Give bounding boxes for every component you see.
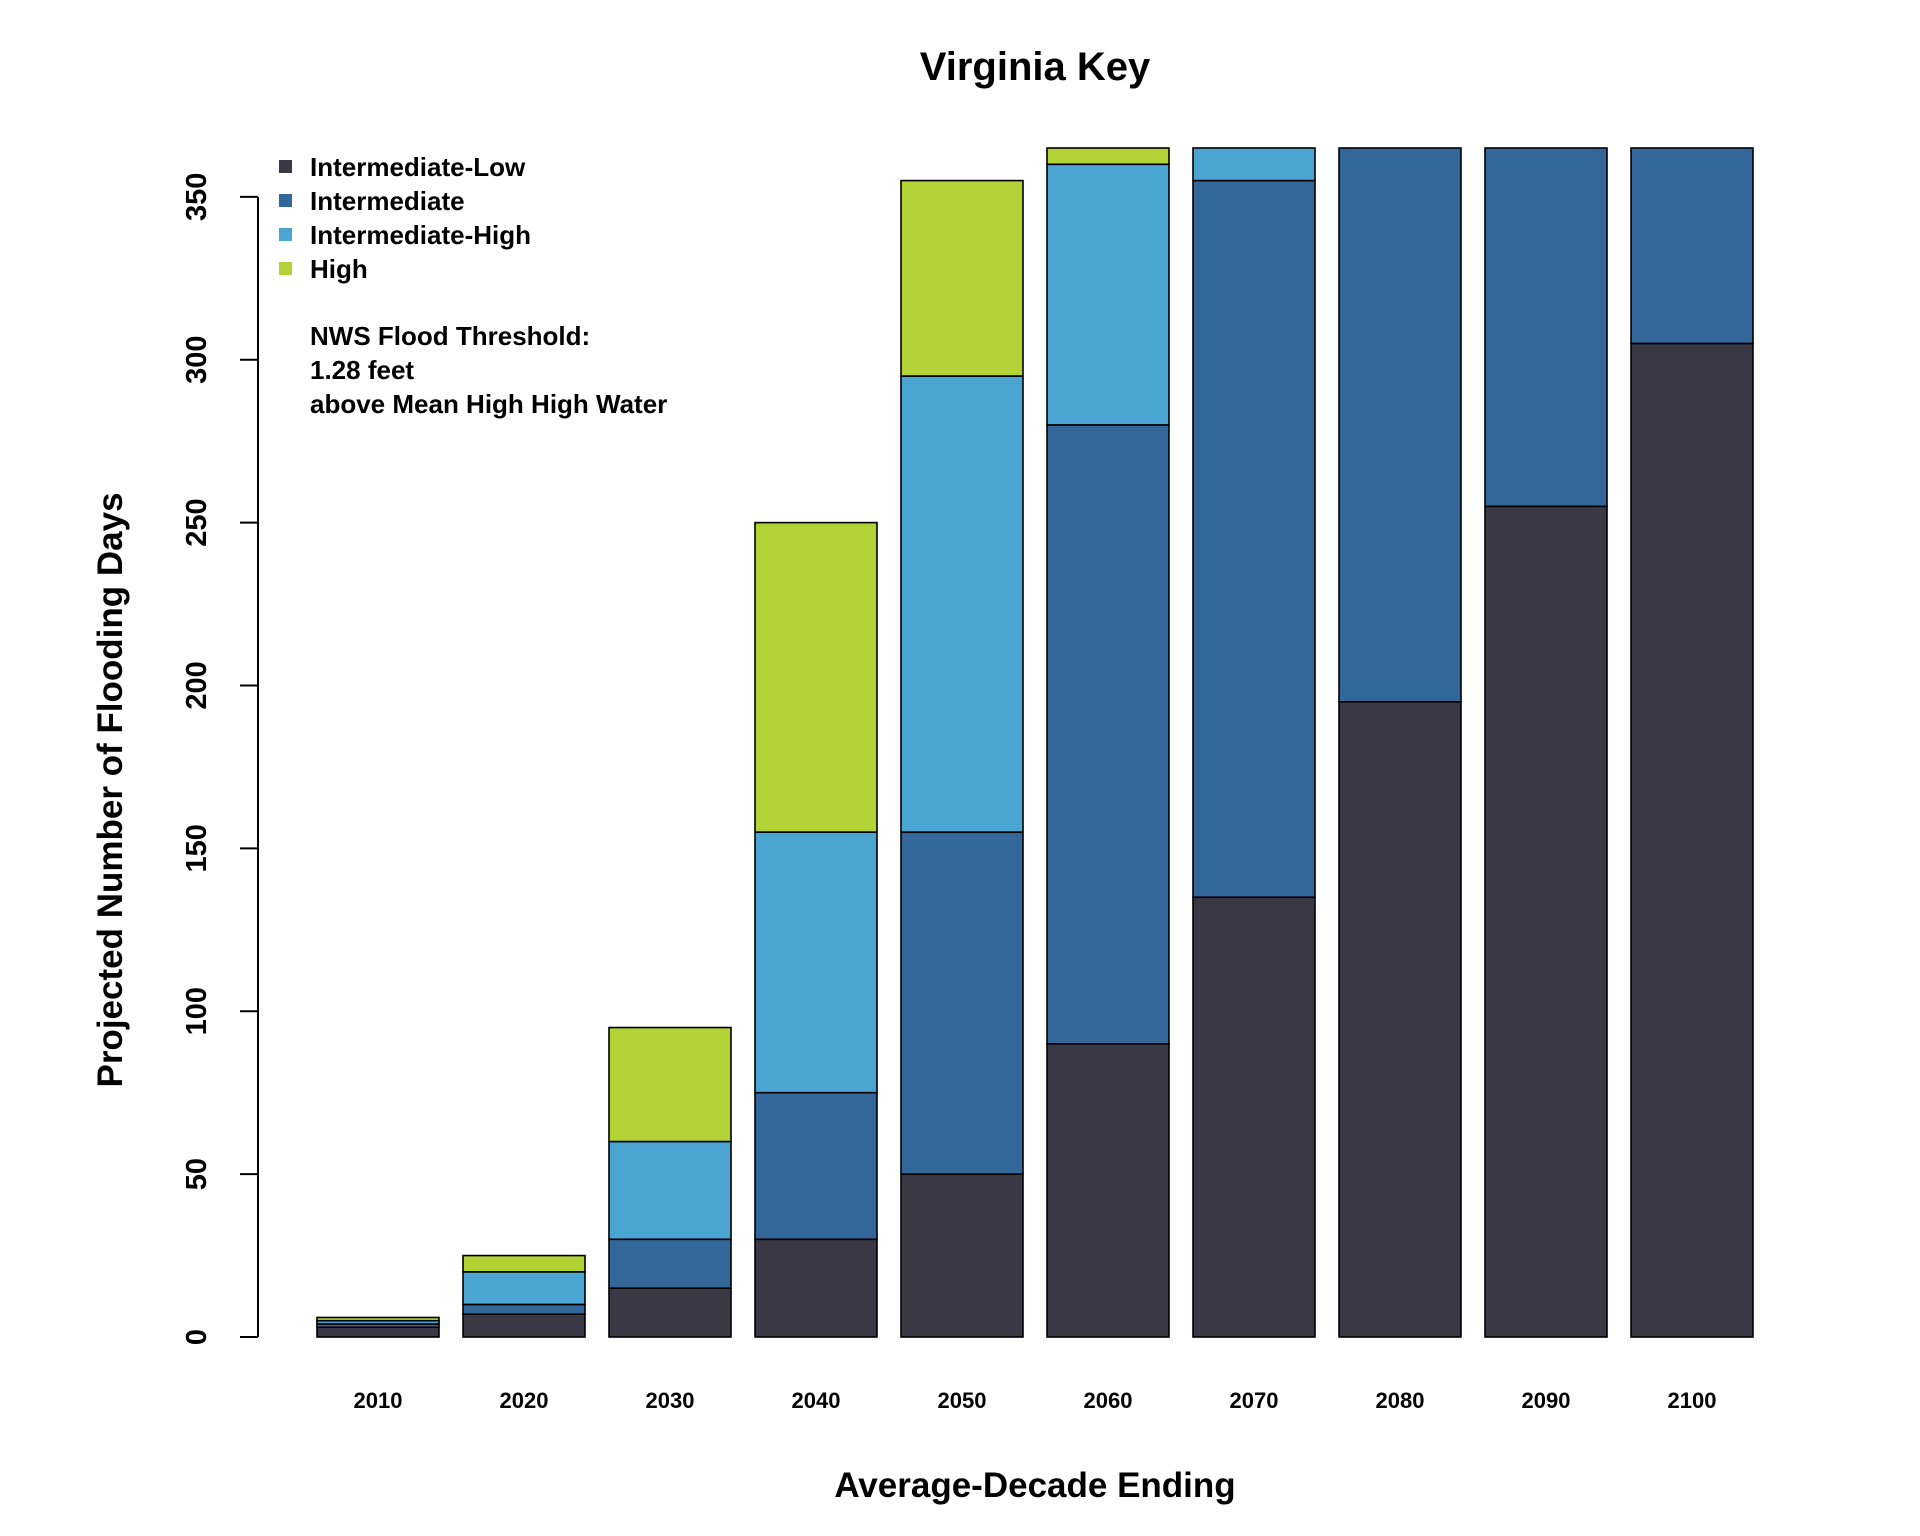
threshold-note-line: 1.28 feet	[310, 355, 414, 385]
x-tick-labels: 2010 2020 2030 2040 2050 2060 2070 2080 2090 2100	[354, 1388, 1717, 1413]
bar-segment-high-2050	[900, 179, 1024, 377]
x-tick-label: 2030	[646, 1388, 695, 1413]
bar-segment-intermediate-2100	[1630, 147, 1754, 345]
y-tick-label: 250	[181, 498, 213, 546]
bar-segment-intermediate-high-2060	[1046, 163, 1170, 426]
legend-swatch	[279, 262, 292, 275]
y-tick-label: 300	[181, 336, 213, 384]
bar-segment-intermediate-low-2070	[1192, 896, 1316, 1338]
y-tick-label: 50	[181, 1158, 213, 1190]
bar-segment-intermediate-2050	[900, 831, 1024, 1175]
bar-segment-intermediate-low-2060	[1046, 1043, 1170, 1338]
bar-segment-intermediate-high-2020	[462, 1271, 586, 1306]
bar-segment-intermediate-2070	[1192, 179, 1316, 899]
y-tick-label: 0	[181, 1329, 213, 1345]
bar-segment-high-2030	[608, 1026, 732, 1143]
x-tick-label: 2100	[1668, 1388, 1717, 1413]
legend-label: Intermediate-High	[310, 220, 531, 250]
bar-segment-intermediate-2030	[608, 1238, 732, 1289]
bar-segment-intermediate-high-2030	[608, 1140, 732, 1241]
y-axis: 0 50 100 150 200 250 300 350	[181, 173, 259, 1345]
chart-title: Virginia Key	[920, 45, 1151, 89]
bar-segment-intermediate-low-2090	[1484, 505, 1608, 1338]
legend-swatch	[279, 228, 292, 241]
x-tick-label: 2080	[1376, 1388, 1425, 1413]
bar-segment-high-2010	[316, 1316, 440, 1322]
x-tick-label: 2050	[938, 1388, 987, 1413]
bar-segment-intermediate-high-2070	[1192, 147, 1316, 182]
threshold-note: NWS Flood Threshold: 1.28 feet above Mean …	[310, 321, 667, 419]
legend-swatch	[279, 194, 292, 207]
bar-segment-intermediate-high-2050	[900, 375, 1024, 833]
x-tick-label: 2020	[500, 1388, 549, 1413]
y-axis-title: Projected Number of Flooding Days	[91, 492, 130, 1087]
bar-segment-intermediate-2060	[1046, 424, 1170, 1045]
legend-label: High	[310, 254, 368, 284]
bar-segment-high-2020	[462, 1254, 586, 1273]
x-tick-label: 2070	[1230, 1388, 1279, 1413]
bar-segment-high-2040	[754, 521, 878, 833]
bar-segment-intermediate-low-2040	[754, 1238, 878, 1338]
x-tick-label: 2040	[792, 1388, 841, 1413]
bar-segment-intermediate-low-2100	[1630, 342, 1754, 1338]
bar-segment-intermediate-2090	[1484, 147, 1608, 508]
bar-segment-intermediate-low-2020	[462, 1313, 586, 1338]
legend: Intermediate-Low Intermediate Intermediate…	[279, 152, 531, 284]
y-tick-label: 100	[181, 987, 213, 1035]
x-tick-label: 2090	[1522, 1388, 1571, 1413]
legend-label: Intermediate-Low	[310, 152, 526, 182]
bar-segment-intermediate-low-2080	[1338, 700, 1462, 1338]
bar-segment-intermediate-high-2040	[754, 831, 878, 1094]
bars	[316, 147, 1754, 1338]
x-tick-label: 2060	[1084, 1388, 1133, 1413]
x-axis-title: Average-Decade Ending	[834, 1466, 1235, 1505]
bar-segment-intermediate-low-2050	[900, 1173, 1024, 1338]
bar-segment-intermediate-low-2010	[316, 1326, 440, 1338]
threshold-note-line: NWS Flood Threshold:	[310, 321, 590, 351]
y-tick-label: 200	[181, 661, 213, 709]
y-tick-label: 150	[181, 824, 213, 872]
legend-swatch	[279, 160, 292, 173]
bar-segment-intermediate-2080	[1338, 147, 1462, 703]
bar-segment-intermediate-2040	[754, 1091, 878, 1241]
x-tick-label: 2010	[354, 1388, 403, 1413]
threshold-note-line: above Mean High High Water	[310, 389, 667, 419]
bar-segment-intermediate-low-2030	[608, 1287, 732, 1338]
bar-segment-high-2060	[1046, 147, 1170, 166]
legend-label: Intermediate	[310, 186, 465, 216]
bar-segment-intermediate-2020	[462, 1303, 586, 1315]
y-tick-label: 350	[181, 173, 213, 221]
